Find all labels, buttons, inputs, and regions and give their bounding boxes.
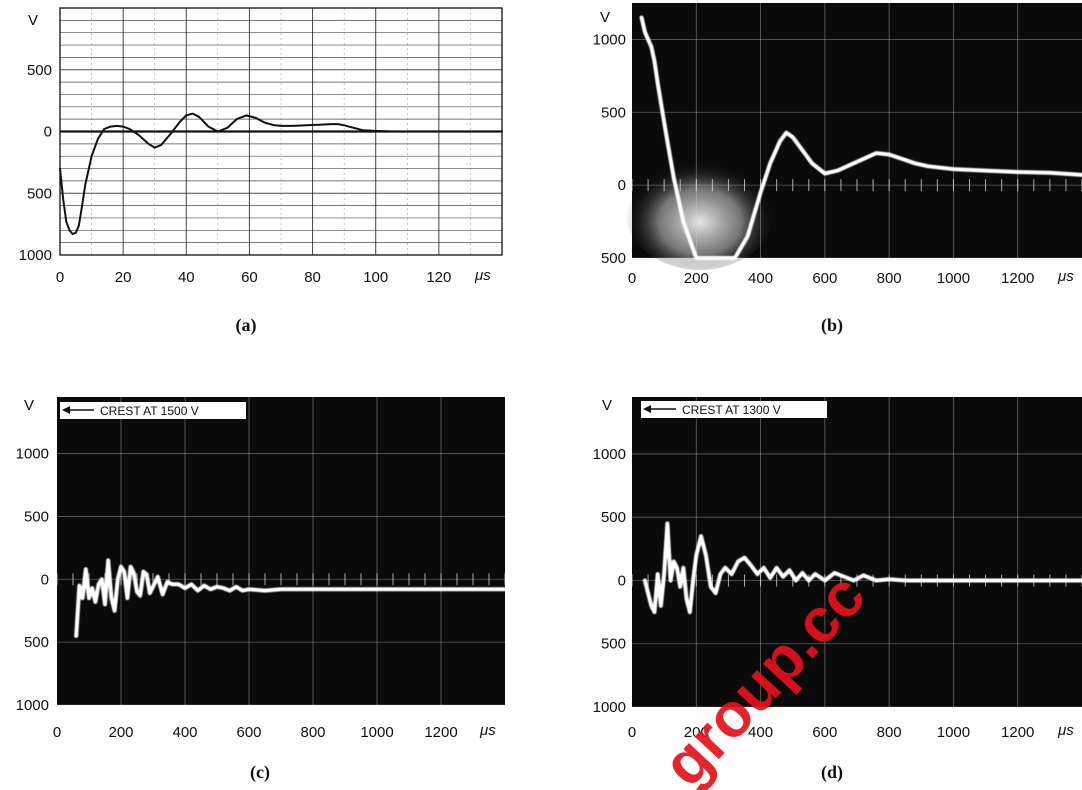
y-tick-label: 1000: [16, 446, 49, 463]
x-tick-label: 400: [748, 724, 773, 741]
series-d: [642, 521, 1082, 615]
x-tick-label: 40: [178, 269, 195, 286]
x-tick-label: 1000: [360, 724, 393, 741]
y-tick-label: 0: [618, 572, 626, 589]
caption-b: (b): [821, 315, 843, 336]
x-tick-label: 80: [304, 269, 321, 286]
x-tick-label: 60: [241, 269, 258, 286]
grid-b: [631, 3, 1082, 259]
x-tick-label: 1200: [1001, 724, 1034, 741]
y-tick-label: 500: [601, 509, 626, 526]
y-tick-label: 0: [44, 124, 52, 141]
x-unit-b: μs: [1057, 268, 1074, 285]
series-c: [74, 558, 507, 638]
panel-c: 0 200 400 600 800 1000 1200 1000 500 0 500 1000 CRE…: [16, 397, 507, 783]
screen-haze-b: [625, 150, 775, 270]
x-tick-label: 400: [748, 270, 773, 287]
series-b: [639, 15, 1082, 260]
y-tick-label: 500: [601, 250, 626, 267]
plot-area-d: [632, 397, 1082, 707]
series-a: [59, 112, 503, 235]
arrow-left-icon: [643, 405, 651, 413]
x-tick-label: 200: [684, 270, 709, 287]
caption-a: (a): [236, 315, 257, 336]
caption-d: (d): [821, 762, 843, 783]
x-tick-label: 800: [877, 724, 902, 741]
y-tick-label: 0: [41, 571, 49, 588]
y-tick-label: 1000: [16, 697, 49, 714]
y-tick-label: 1000: [593, 31, 626, 48]
panel-d: 0 200 400 600 800 1000 1200 1000 500 0 500 1000 CRE…: [593, 397, 1082, 783]
y-tick-label: 500: [24, 508, 49, 525]
y-axis-label-a: V: [28, 12, 38, 29]
y-tick-label: 500: [601, 104, 626, 121]
x-tick-label: 200: [684, 724, 709, 741]
x-tick-label: 200: [108, 724, 133, 741]
crest-annotation-d: CREST AT 1300 V: [641, 401, 827, 418]
x-tick-label: 20: [115, 269, 132, 286]
y-tick-label: 1000: [593, 446, 626, 463]
x-tick-label: 0: [628, 270, 636, 287]
axes-a: 0 20 40 60 80 100 120 500 0 500 1000: [19, 62, 452, 286]
axes-c: 0 200 400 600 800 1000 1200 1000 500 0 500 1000: [16, 446, 458, 741]
series-trace: [59, 112, 503, 235]
x-tick-label: 1200: [424, 724, 457, 741]
x-tick-label: 1200: [1001, 270, 1034, 287]
crest-label-c: CREST AT 1500 V: [100, 404, 199, 418]
x-tick-label: 100: [363, 269, 388, 286]
y-axis-label-c: V: [24, 397, 34, 414]
series-trace: [642, 521, 1082, 615]
plot-area-c: [57, 397, 505, 705]
arrow-left-icon: [62, 406, 70, 414]
x-tick-label: 1000: [937, 724, 970, 741]
grid-c: [56, 397, 506, 706]
x-unit-c: μs: [479, 722, 496, 739]
x-tick-label: 800: [877, 270, 902, 287]
y-tick-label: 1000: [593, 699, 626, 716]
x-tick-label: 120: [426, 269, 451, 286]
y-tick-label: 500: [27, 62, 52, 79]
crest-annotation-c: CREST AT 1500 V: [60, 402, 246, 419]
x-tick-label: 400: [172, 724, 197, 741]
y-tick-label: 500: [27, 185, 52, 202]
series-trace: [74, 558, 507, 638]
y-axis-label-d: V: [602, 397, 612, 414]
series-trace: [639, 15, 1082, 260]
x-unit-a: μs: [474, 267, 491, 284]
grid-a: [59, 7, 503, 256]
crest-label-d: CREST AT 1300 V: [682, 403, 781, 417]
caption-c: (c): [250, 762, 270, 783]
y-tick-label: 500: [601, 636, 626, 653]
x-tick-label: 600: [812, 724, 837, 741]
x-tick-label: 0: [56, 269, 64, 286]
y-tick-label: 500: [24, 634, 49, 651]
panel-a: 0 20 40 60 80 100 120 500 0 500 1000 V μs (a): [19, 7, 503, 336]
y-tick-label: 0: [618, 177, 626, 194]
x-tick-label: 1000: [937, 270, 970, 287]
x-tick-label: 0: [53, 724, 61, 741]
x-tick-label: 0: [628, 724, 636, 741]
y-tick-label: 1000: [19, 247, 52, 264]
axes-d: 0 200 400 600 800 1000 1200 1000 500 0 500 1000: [593, 446, 1035, 741]
x-tick-label: 600: [812, 270, 837, 287]
x-tick-label: 800: [300, 724, 325, 741]
x-unit-d: μs: [1057, 722, 1074, 739]
y-axis-label-b: V: [600, 9, 610, 26]
x-tick-label: 600: [236, 724, 261, 741]
